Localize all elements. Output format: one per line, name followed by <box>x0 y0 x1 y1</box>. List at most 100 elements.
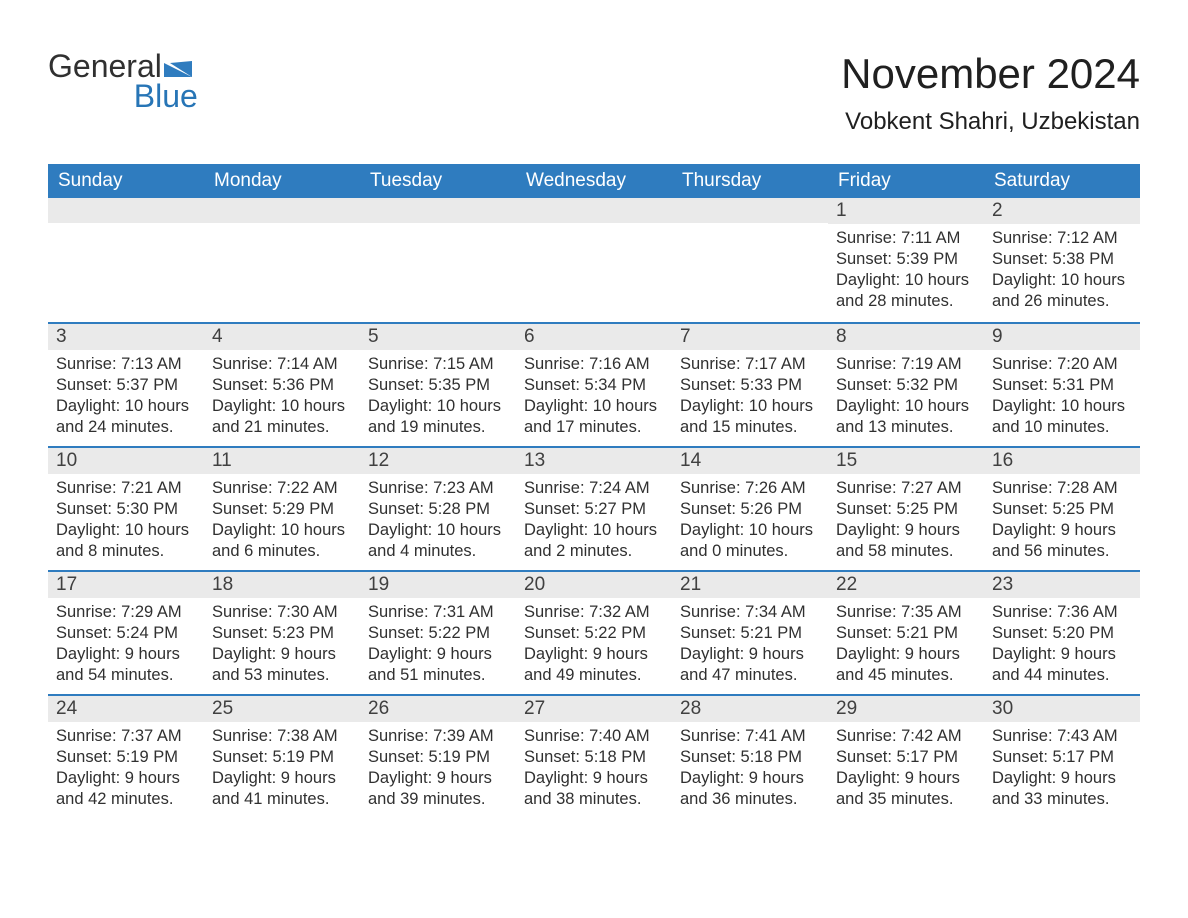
sunrise-line: Sunrise: 7:19 AM <box>836 354 976 375</box>
day-number: 7 <box>672 322 828 350</box>
day-number <box>516 198 672 223</box>
day-cell: 29Sunrise: 7:42 AMSunset: 5:17 PMDayligh… <box>828 694 984 818</box>
day-number: 3 <box>48 322 204 350</box>
sunrise-line: Sunrise: 7:37 AM <box>56 726 196 747</box>
day-number: 19 <box>360 570 516 598</box>
day-cell: 1Sunrise: 7:11 AMSunset: 5:39 PMDaylight… <box>828 198 984 322</box>
daylight-line: Daylight: 10 hours and 24 minutes. <box>56 396 196 438</box>
daylight-line: Daylight: 10 hours and 8 minutes. <box>56 520 196 562</box>
day-number: 30 <box>984 694 1140 722</box>
day-cell: 7Sunrise: 7:17 AMSunset: 5:33 PMDaylight… <box>672 322 828 446</box>
day-cell: 11Sunrise: 7:22 AMSunset: 5:29 PMDayligh… <box>204 446 360 570</box>
sunrise-line: Sunrise: 7:36 AM <box>992 602 1132 623</box>
day-cell: 25Sunrise: 7:38 AMSunset: 5:19 PMDayligh… <box>204 694 360 818</box>
sunset-line: Sunset: 5:34 PM <box>524 375 664 396</box>
daylight-line: Daylight: 10 hours and 4 minutes. <box>368 520 508 562</box>
day-cell-empty <box>204 198 360 322</box>
day-number: 29 <box>828 694 984 722</box>
weekday-friday: Friday <box>828 164 984 198</box>
day-info: Sunrise: 7:14 AMSunset: 5:36 PMDaylight:… <box>204 350 360 442</box>
weekday-wednesday: Wednesday <box>516 164 672 198</box>
day-cell: 27Sunrise: 7:40 AMSunset: 5:18 PMDayligh… <box>516 694 672 818</box>
day-number: 26 <box>360 694 516 722</box>
sunrise-line: Sunrise: 7:13 AM <box>56 354 196 375</box>
logo-blue: Blue <box>48 80 198 112</box>
day-info: Sunrise: 7:30 AMSunset: 5:23 PMDaylight:… <box>204 598 360 690</box>
day-info: Sunrise: 7:27 AMSunset: 5:25 PMDaylight:… <box>828 474 984 566</box>
day-number: 18 <box>204 570 360 598</box>
daylight-line: Daylight: 10 hours and 15 minutes. <box>680 396 820 438</box>
sunrise-line: Sunrise: 7:42 AM <box>836 726 976 747</box>
daylight-line: Daylight: 9 hours and 41 minutes. <box>212 768 352 810</box>
day-info: Sunrise: 7:37 AMSunset: 5:19 PMDaylight:… <box>48 722 204 814</box>
sunset-line: Sunset: 5:25 PM <box>992 499 1132 520</box>
day-cell: 14Sunrise: 7:26 AMSunset: 5:26 PMDayligh… <box>672 446 828 570</box>
day-cell: 3 Sunrise: 7:13 AMSunset: 5:37 PMDaylight… <box>48 322 204 446</box>
daylight-line: Daylight: 10 hours and 17 minutes. <box>524 396 664 438</box>
sunset-line: Sunset: 5:37 PM <box>56 375 196 396</box>
day-cell: 4Sunrise: 7:14 AMSunset: 5:36 PMDaylight… <box>204 322 360 446</box>
day-number: 1 <box>828 198 984 224</box>
day-number: 9 <box>984 322 1140 350</box>
weekday-thursday: Thursday <box>672 164 828 198</box>
day-cell: 19Sunrise: 7:31 AMSunset: 5:22 PMDayligh… <box>360 570 516 694</box>
day-info: Sunrise: 7:29 AMSunset: 5:24 PMDaylight:… <box>48 598 204 690</box>
day-number: 27 <box>516 694 672 722</box>
sunset-line: Sunset: 5:22 PM <box>524 623 664 644</box>
day-number: 24 <box>48 694 204 722</box>
day-info: Sunrise: 7:16 AMSunset: 5:34 PMDaylight:… <box>516 350 672 442</box>
day-info: Sunrise: 7:35 AMSunset: 5:21 PMDaylight:… <box>828 598 984 690</box>
day-info: Sunrise: 7:21 AMSunset: 5:30 PMDaylight:… <box>48 474 204 566</box>
sunset-line: Sunset: 5:38 PM <box>992 249 1132 270</box>
sunrise-line: Sunrise: 7:23 AM <box>368 478 508 499</box>
day-number: 8 <box>828 322 984 350</box>
sunset-line: Sunset: 5:19 PM <box>368 747 508 768</box>
daylight-line: Daylight: 9 hours and 45 minutes. <box>836 644 976 686</box>
sunrise-line: Sunrise: 7:41 AM <box>680 726 820 747</box>
sunset-line: Sunset: 5:19 PM <box>56 747 196 768</box>
sunset-line: Sunset: 5:17 PM <box>992 747 1132 768</box>
sunrise-line: Sunrise: 7:39 AM <box>368 726 508 747</box>
day-info: Sunrise: 7:24 AMSunset: 5:27 PMDaylight:… <box>516 474 672 566</box>
daylight-line: Daylight: 9 hours and 49 minutes. <box>524 644 664 686</box>
sunset-line: Sunset: 5:32 PM <box>836 375 976 396</box>
daylight-line: Daylight: 10 hours and 19 minutes. <box>368 396 508 438</box>
day-info: Sunrise: 7:42 AMSunset: 5:17 PMDaylight:… <box>828 722 984 814</box>
daylight-line: Daylight: 9 hours and 47 minutes. <box>680 644 820 686</box>
day-cell: 28Sunrise: 7:41 AMSunset: 5:18 PMDayligh… <box>672 694 828 818</box>
day-info: Sunrise: 7:15 AMSunset: 5:35 PMDaylight:… <box>360 350 516 442</box>
day-info: Sunrise: 7:17 AMSunset: 5:33 PMDaylight:… <box>672 350 828 442</box>
weekday-tuesday: Tuesday <box>360 164 516 198</box>
sunset-line: Sunset: 5:31 PM <box>992 375 1132 396</box>
day-number: 16 <box>984 446 1140 474</box>
daylight-line: Daylight: 10 hours and 2 minutes. <box>524 520 664 562</box>
sunset-line: Sunset: 5:24 PM <box>56 623 196 644</box>
daylight-line: Daylight: 10 hours and 26 minutes. <box>992 270 1132 312</box>
day-cell: 8Sunrise: 7:19 AMSunset: 5:32 PMDaylight… <box>828 322 984 446</box>
sunset-line: Sunset: 5:17 PM <box>836 747 976 768</box>
day-cell: 5Sunrise: 7:15 AMSunset: 5:35 PMDaylight… <box>360 322 516 446</box>
daylight-line: Daylight: 9 hours and 33 minutes. <box>992 768 1132 810</box>
sunset-line: Sunset: 5:27 PM <box>524 499 664 520</box>
daylight-line: Daylight: 9 hours and 53 minutes. <box>212 644 352 686</box>
daylight-line: Daylight: 10 hours and 21 minutes. <box>212 396 352 438</box>
sunset-line: Sunset: 5:18 PM <box>524 747 664 768</box>
week-row: 3Sunrise: 7:13 AMSunset: 5:37 PMDaylight… <box>48 322 1140 446</box>
daylight-line: Daylight: 10 hours and 0 minutes. <box>680 520 820 562</box>
day-number <box>204 198 360 223</box>
sunrise-line: Sunrise: 7:31 AM <box>368 602 508 623</box>
sunrise-line: Sunrise: 7:27 AM <box>836 478 976 499</box>
day-number: 5 <box>360 322 516 350</box>
day-info: Sunrise: 7:41 AMSunset: 5:18 PMDaylight:… <box>672 722 828 814</box>
week-row: 24Sunrise: 7:37 AMSunset: 5:19 PMDayligh… <box>48 694 1140 818</box>
day-info: Sunrise: 7:23 AMSunset: 5:28 PMDaylight:… <box>360 474 516 566</box>
sunset-line: Sunset: 5:20 PM <box>992 623 1132 644</box>
logo-text: General Blue <box>48 50 198 112</box>
sunrise-line: Sunrise: 7:17 AM <box>680 354 820 375</box>
day-number: 10 <box>48 446 204 474</box>
day-number <box>360 198 516 223</box>
week-row: 1Sunrise: 7:11 AMSunset: 5:39 PMDaylight… <box>48 198 1140 322</box>
sunset-line: Sunset: 5:29 PM <box>212 499 352 520</box>
day-info: Sunrise: 7:26 AMSunset: 5:26 PMDaylight:… <box>672 474 828 566</box>
day-number: 2 <box>984 198 1140 224</box>
